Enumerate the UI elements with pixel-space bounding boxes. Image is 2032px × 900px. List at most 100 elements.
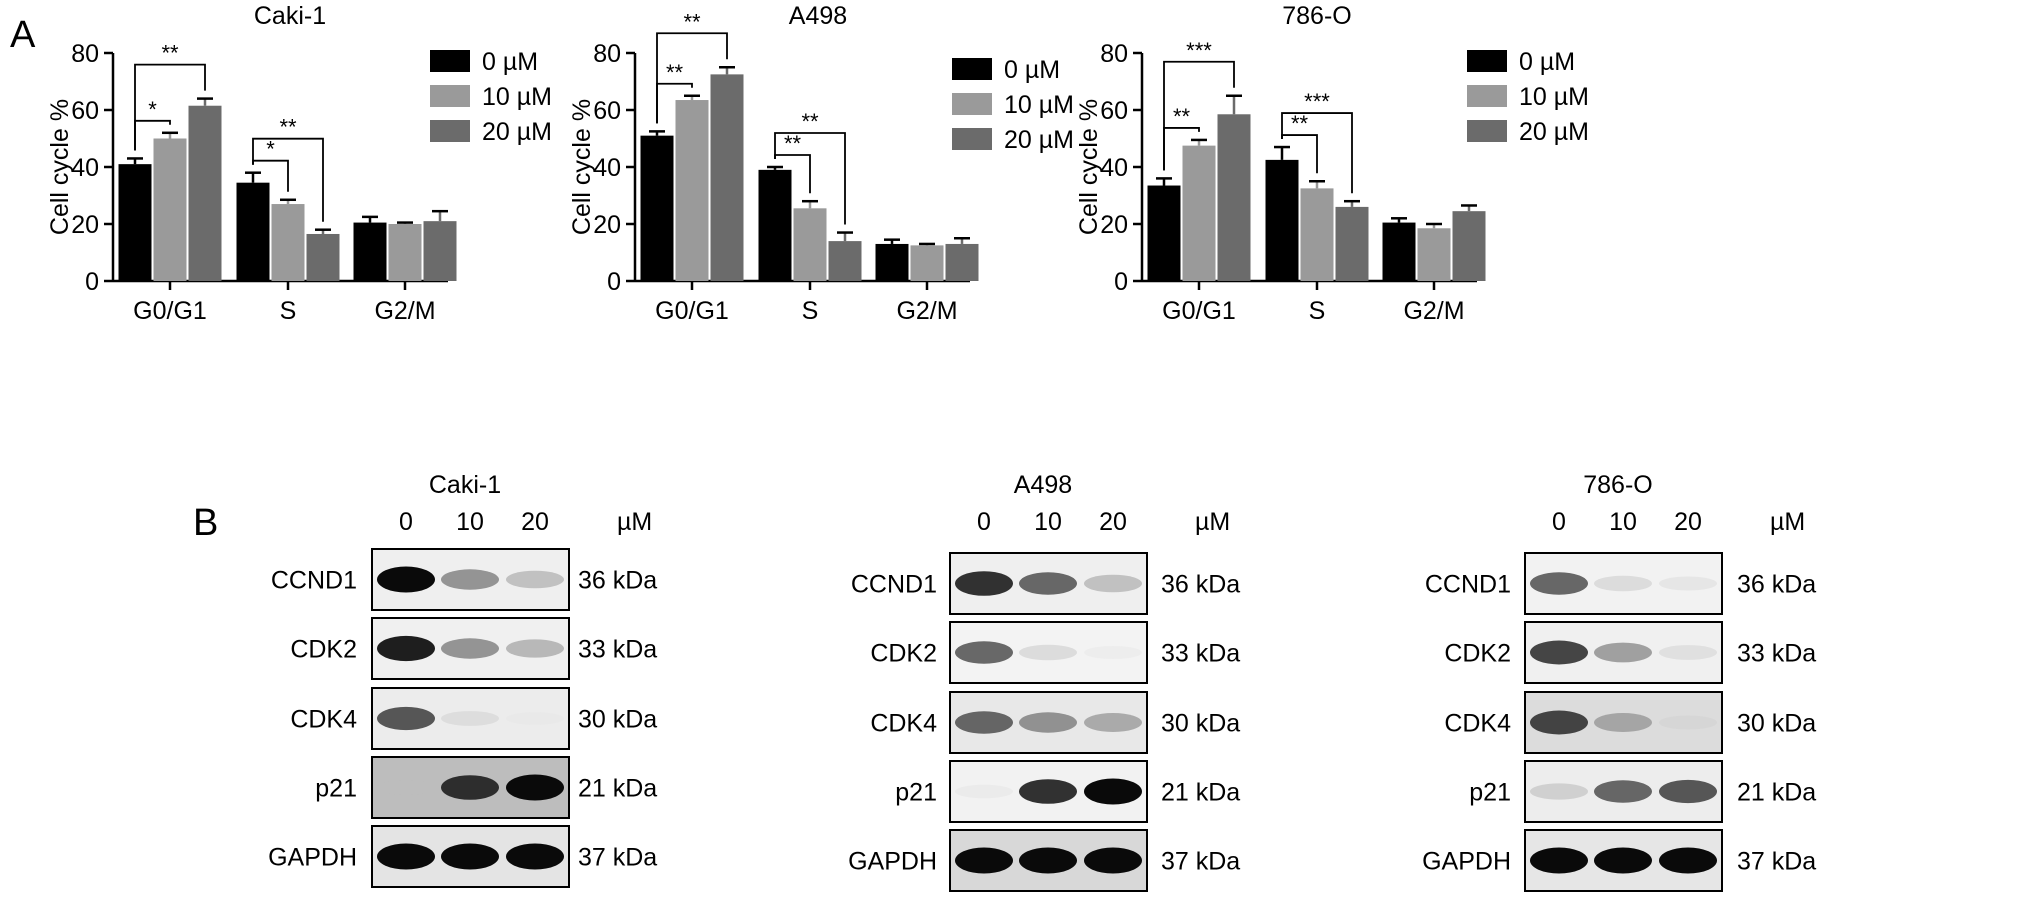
protein-band [1019, 712, 1077, 733]
legend-swatch [430, 50, 470, 72]
protein-band [506, 570, 564, 589]
significance-label: * [266, 137, 275, 162]
y-tick-label: 40 [71, 154, 99, 182]
protein-band [1594, 780, 1652, 803]
bar [758, 169, 792, 281]
protein-label: GAPDH [268, 844, 357, 872]
protein-band [1019, 644, 1077, 661]
bar [1452, 211, 1486, 281]
lane-dose-label: 0 [1552, 508, 1566, 536]
bar [271, 204, 305, 281]
y-tick-label: 0 [607, 268, 621, 296]
protein-band [441, 711, 499, 726]
bar [1300, 188, 1334, 281]
x-tick-label: S [1309, 297, 1326, 325]
lane-dose-label: 10 [456, 508, 484, 536]
protein-label: p21 [315, 775, 357, 803]
protein-band [441, 843, 499, 870]
lane-dose-label: 20 [1099, 508, 1127, 536]
kda-label: 33 kDa [1161, 640, 1240, 668]
protein-band [955, 571, 1013, 596]
protein-band [1594, 713, 1652, 732]
protein-band [1019, 847, 1077, 874]
bar [1147, 185, 1181, 281]
x-tick-label: G2/M [374, 297, 435, 325]
bar [153, 138, 187, 281]
significance-label: *** [1304, 89, 1330, 114]
x-tick-label: G0/G1 [1162, 297, 1236, 325]
legend-swatch [430, 85, 470, 107]
bar [236, 182, 270, 281]
lane-dose-label: 20 [521, 508, 549, 536]
protein-label: CCND1 [1425, 571, 1511, 599]
bar [828, 241, 862, 281]
protein-band [1594, 575, 1652, 592]
protein-band [1530, 640, 1588, 665]
legend-swatch [952, 93, 992, 115]
legend-label: 20 µM [1004, 126, 1074, 154]
x-tick-label: G2/M [1403, 297, 1464, 325]
legend-swatch [952, 58, 992, 80]
protein-band [377, 843, 435, 870]
protein-label: CDK4 [290, 706, 357, 734]
significance-label: *** [1186, 38, 1212, 63]
protein-band [1019, 779, 1077, 804]
bar [875, 243, 909, 281]
chart-title: 786-O [1282, 2, 1351, 30]
dose-unit-label: µM [1770, 508, 1805, 536]
bar [1335, 206, 1369, 281]
blot-row-ccnd1: CCND1 36 kDa [271, 548, 657, 611]
kda-label: 37 kDa [578, 844, 657, 872]
y-tick-label: 0 [1114, 268, 1128, 296]
blot-row-cdk2: CDK2 33 kDa [1444, 621, 1816, 684]
kda-label: 36 kDa [578, 567, 657, 595]
kda-label: 37 kDa [1737, 848, 1816, 876]
legend-swatch [1467, 85, 1507, 107]
bar [910, 245, 944, 281]
protein-band [377, 780, 435, 795]
significance-label: ** [801, 109, 819, 134]
bar [1182, 145, 1216, 281]
bar [945, 243, 979, 281]
protein-band [1084, 574, 1142, 593]
western-blot-1: Caki-1 0 10 20 µM CCND1 36 kDa CDK2 33 kDa CDK4 30… [268, 471, 657, 888]
significance-label: ** [1291, 111, 1309, 136]
lane-dose-label: 10 [1034, 508, 1062, 536]
legend-swatch [952, 128, 992, 150]
protein-band [1659, 779, 1717, 804]
protein-band [955, 641, 1013, 664]
protein-label: CDK2 [290, 636, 357, 664]
protein-band [1659, 576, 1717, 591]
significance-label: * [148, 97, 157, 122]
significance-bracket [134, 63, 206, 151]
y-axis-label: Cell cycle % [1075, 99, 1103, 235]
x-tick-label: S [802, 297, 819, 325]
protein-band [441, 775, 499, 800]
protein-band [506, 712, 564, 725]
legend-label: 20 µM [482, 118, 552, 146]
bar [388, 224, 422, 281]
bar [353, 222, 387, 281]
bar [188, 105, 222, 281]
chart-title: A498 [789, 2, 847, 30]
protein-band [1594, 847, 1652, 874]
x-tick-label: S [280, 297, 297, 325]
protein-band [1659, 847, 1717, 874]
x-tick-label: G0/G1 [655, 297, 729, 325]
panel-a-label: A [10, 14, 36, 56]
blot-row-gapdh: GAPDH 37 kDa [1422, 829, 1816, 892]
protein-band [506, 774, 564, 801]
lane-dose-label: 0 [977, 508, 991, 536]
kda-label: 33 kDa [1737, 640, 1816, 668]
protein-band [441, 638, 499, 659]
legend-label: 0 µM [482, 48, 538, 76]
bar [793, 208, 827, 281]
protein-band [1530, 847, 1588, 874]
blot-row-gapdh: GAPDH 37 kDa [268, 825, 657, 888]
blot-row-gapdh: GAPDH 37 kDa [848, 829, 1240, 892]
blot-row-p21: p21 21 kDa [315, 756, 657, 819]
dose-unit-label: µM [1195, 508, 1230, 536]
protein-band [1084, 645, 1142, 660]
